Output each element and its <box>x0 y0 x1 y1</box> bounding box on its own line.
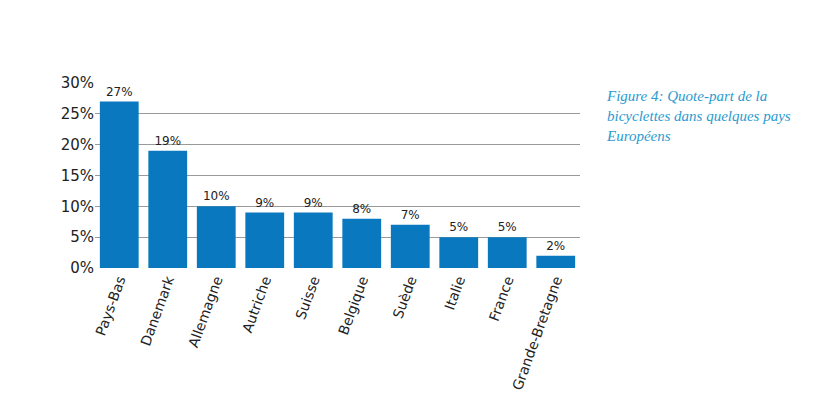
svg-text:19%: 19% <box>154 134 181 148</box>
svg-text:Danemark: Danemark <box>137 273 177 348</box>
svg-text:Suède: Suède <box>390 274 420 321</box>
svg-text:5%: 5% <box>498 220 517 234</box>
svg-text:8%: 8% <box>352 202 371 216</box>
svg-text:Italie: Italie <box>441 274 468 312</box>
svg-text:5%: 5% <box>70 228 94 246</box>
svg-text:10%: 10% <box>61 198 94 216</box>
svg-text:10%: 10% <box>203 189 230 203</box>
svg-text:5%: 5% <box>449 220 468 234</box>
svg-text:20%: 20% <box>61 136 94 154</box>
svg-text:Autriche: Autriche <box>239 274 274 335</box>
svg-text:27%: 27% <box>106 85 133 99</box>
svg-text:7%: 7% <box>401 208 420 222</box>
svg-text:15%: 15% <box>61 167 94 185</box>
svg-text:25%: 25% <box>61 105 94 123</box>
svg-text:9%: 9% <box>304 196 323 210</box>
svg-text:2%: 2% <box>546 239 565 253</box>
svg-text:Suisse: Suisse <box>292 274 322 322</box>
svg-text:Allemagne: Allemagne <box>185 274 226 350</box>
html-text:Figure 4: Quote-part de la bic: Figure 4: Quote-part de la bicyclettes d… <box>607 88 791 144</box>
svg-text:Pays-Bas: Pays-Bas <box>92 274 128 338</box>
svg-text:Grande-Bretagne: Grande-Bretagne <box>509 274 565 392</box>
svg-text:France: France <box>486 274 517 323</box>
svg-text:9%: 9% <box>255 196 274 210</box>
svg-text:Belgique: Belgique <box>335 274 371 337</box>
svg-text:30%: 30% <box>61 74 94 92</box>
svg-text:0%: 0% <box>70 259 94 277</box>
